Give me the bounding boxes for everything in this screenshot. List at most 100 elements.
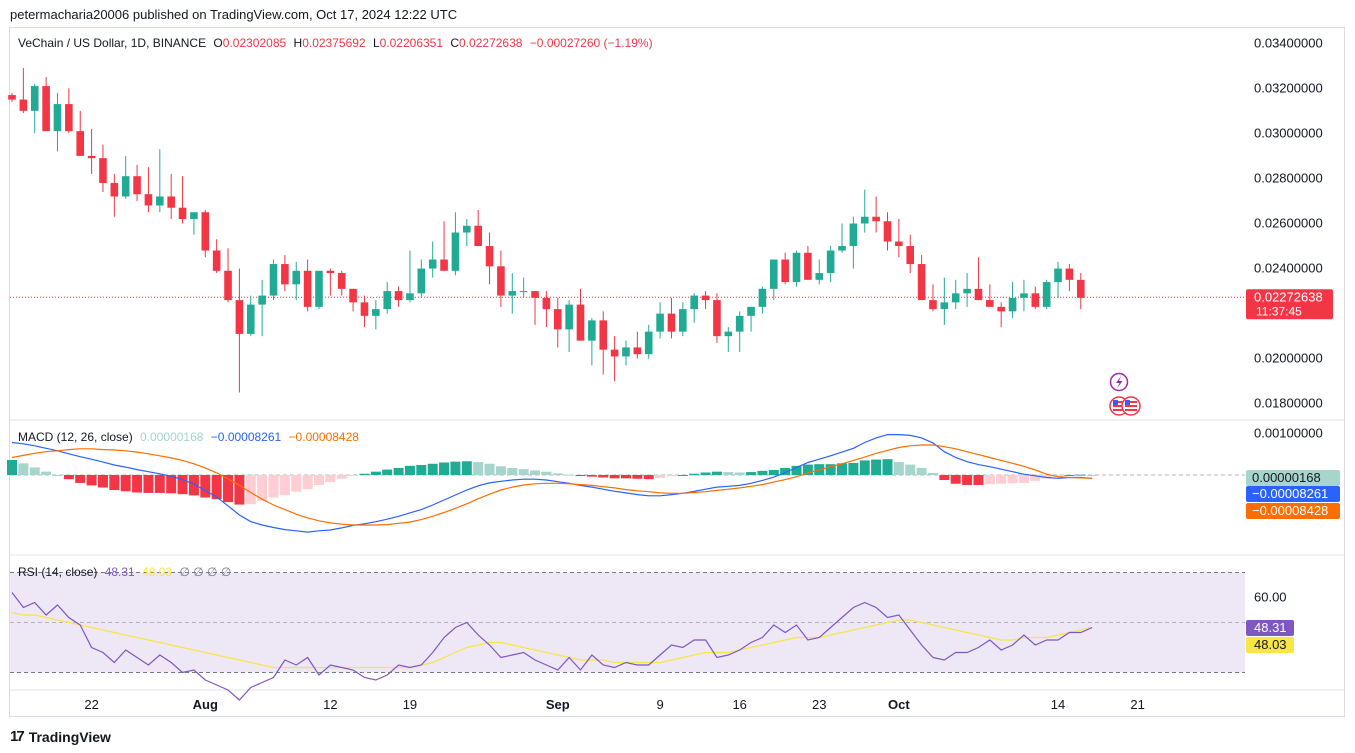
candle xyxy=(974,257,983,301)
candle xyxy=(838,223,846,253)
candle xyxy=(997,302,1005,328)
macd-histogram-bar xyxy=(825,464,836,475)
candle-body xyxy=(917,264,926,301)
macd-histogram-bar xyxy=(780,467,791,475)
macd-histogram-bar xyxy=(1053,475,1064,477)
macd-histogram-bar xyxy=(677,475,688,476)
macd-histogram-bar xyxy=(473,462,484,475)
candle-body xyxy=(997,306,1005,312)
macd-histogram-bar xyxy=(268,475,279,498)
candle-body xyxy=(622,347,630,357)
macd-histogram-bar xyxy=(1064,475,1075,476)
candle-body xyxy=(724,331,733,337)
candle-body xyxy=(826,250,835,274)
candle-body xyxy=(849,223,858,247)
us-flag-icon xyxy=(1113,409,1125,411)
x-axis-label: 14 xyxy=(1051,697,1065,712)
candle xyxy=(292,261,301,301)
indicator-lines xyxy=(11,434,1093,701)
candle xyxy=(121,155,130,199)
macd-histogram-bar xyxy=(507,467,518,475)
us-flag-icon xyxy=(1125,409,1137,411)
macd-hist-value: 0.00000168 xyxy=(140,430,204,444)
us-flag-icon xyxy=(1113,401,1125,403)
candle-body xyxy=(417,268,426,294)
x-axis-label: Aug xyxy=(193,697,218,712)
candle-body xyxy=(599,320,608,350)
candle xyxy=(690,293,698,323)
macd-histogram-bar xyxy=(325,475,336,483)
candle xyxy=(8,92,16,102)
footer-brand[interactable]: 17 TradingView xyxy=(10,728,111,745)
candle xyxy=(679,302,687,337)
candle-body xyxy=(588,320,596,341)
candle xyxy=(99,144,107,192)
candle-body xyxy=(565,304,573,330)
macd-histogram-bar xyxy=(700,472,711,475)
macd-histogram-bar xyxy=(166,475,177,494)
candle-body xyxy=(815,273,824,280)
x-axis-label: 12 xyxy=(323,697,337,712)
candle xyxy=(133,164,141,201)
candle xyxy=(656,302,664,339)
price-tag-value: 0.02272638 xyxy=(1254,289,1323,304)
candle xyxy=(565,300,573,352)
high-value: 0.02375692 xyxy=(302,36,366,50)
candle-body xyxy=(679,309,687,332)
macd-line-value: −0.00008261 xyxy=(210,430,282,444)
candle-body xyxy=(553,309,562,330)
candle xyxy=(451,212,460,276)
rsi-ma-line xyxy=(11,611,1093,669)
candle-body xyxy=(246,304,255,334)
low-label: L xyxy=(372,36,380,50)
candle xyxy=(542,291,551,328)
candle-body xyxy=(883,221,892,242)
macd-histogram-bar xyxy=(598,475,609,478)
candle-body xyxy=(235,300,244,334)
price-axis-label: 0.01800000 xyxy=(1254,396,1323,411)
macd-histogram-bar xyxy=(234,475,245,505)
candle xyxy=(963,273,971,307)
macd-histogram-bar xyxy=(348,475,359,476)
candle-body xyxy=(87,155,96,159)
candle-body xyxy=(860,216,869,224)
x-axis-label: 9 xyxy=(656,697,663,712)
macd-histogram-bar xyxy=(1087,475,1098,476)
macd-signal-value: −0.00008428 xyxy=(288,430,359,444)
candle xyxy=(440,221,448,271)
macd-histogram-bar xyxy=(632,475,643,479)
macd-histogram-bar xyxy=(734,472,745,475)
event-icons xyxy=(1109,372,1141,416)
candle xyxy=(724,327,733,352)
candle xyxy=(258,279,266,337)
candle xyxy=(372,300,380,330)
candle xyxy=(30,83,39,134)
candle xyxy=(747,306,755,332)
candle xyxy=(1042,279,1051,310)
tradingview-brand: TradingView xyxy=(28,728,111,745)
candle-body xyxy=(360,302,369,316)
price-tag-countdown: 11:37:45 xyxy=(1256,304,1302,318)
us-flag-icon xyxy=(1125,405,1137,407)
candle xyxy=(895,218,903,258)
macd-histogram-bar xyxy=(689,473,700,475)
price-axis-label: 0.03000000 xyxy=(1254,125,1323,140)
price-axis-label: 0.02000000 xyxy=(1254,351,1323,366)
candle-body xyxy=(167,196,175,208)
rsi-ma-tag xyxy=(1246,637,1294,653)
candle xyxy=(588,318,596,366)
candle xyxy=(383,282,392,314)
candle xyxy=(53,92,62,152)
candle xyxy=(190,212,198,235)
macd-histogram-bar xyxy=(905,464,916,475)
macd-signal-tag xyxy=(1246,503,1340,519)
candle xyxy=(553,297,562,348)
close-value: 0.02272638 xyxy=(459,36,523,50)
macd-histogram-bar xyxy=(541,471,552,475)
rsi-value: 48.31 xyxy=(104,565,135,579)
macd-histogram-bar xyxy=(552,473,563,475)
macd-histogram-bar xyxy=(973,475,984,485)
candle-body xyxy=(474,225,482,247)
candle-body xyxy=(986,300,994,307)
